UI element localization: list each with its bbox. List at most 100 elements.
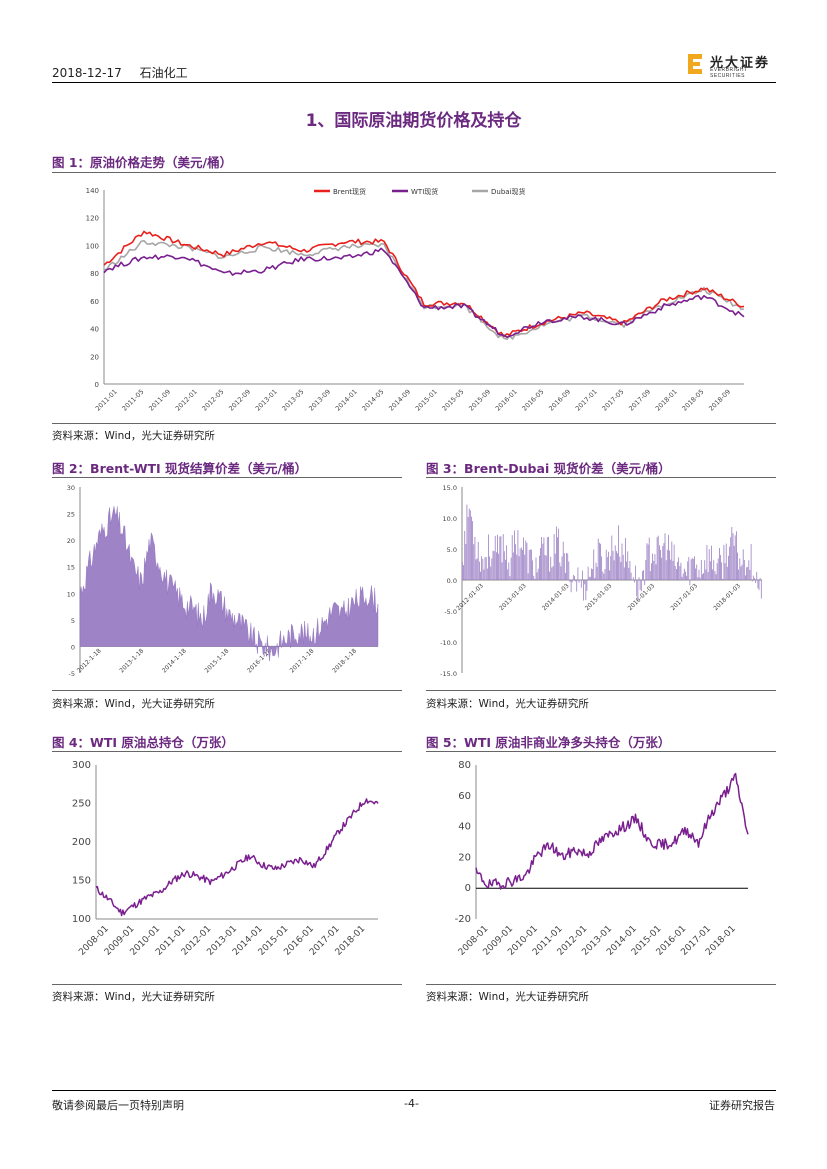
spread-bar xyxy=(647,544,649,580)
spread-bar xyxy=(473,544,475,580)
spread-bar xyxy=(597,538,599,580)
spread-bar xyxy=(523,537,524,580)
spread-bar xyxy=(601,556,603,580)
spread-bar xyxy=(617,553,618,580)
fig1-title: 图 1：原油价格走势（美元/桶） xyxy=(52,155,233,170)
y-tick-label: 30 xyxy=(67,484,75,492)
spread-bar xyxy=(740,566,742,580)
spread-bar xyxy=(525,540,527,580)
spread-bar xyxy=(612,550,614,580)
y-tick-label: 40 xyxy=(458,822,471,833)
spread-bar xyxy=(626,561,628,580)
spread-bar xyxy=(651,563,652,580)
series-line-0 xyxy=(103,230,745,338)
y-tick-label: 300 xyxy=(72,760,91,771)
spread-bar xyxy=(542,543,544,580)
spread-bar xyxy=(587,566,589,580)
spread-bar xyxy=(494,535,496,580)
spread-bar xyxy=(484,557,486,580)
spread-bar xyxy=(577,567,579,580)
spread-bar xyxy=(613,560,615,580)
y-tick-label: -10.0 xyxy=(440,639,457,647)
spread-bar xyxy=(562,541,564,580)
spread-bar xyxy=(477,541,479,580)
report-sector: 石油化工 xyxy=(139,66,188,80)
y-tick-label: 140 xyxy=(86,187,99,195)
spread-bar xyxy=(543,537,545,580)
spread-bar xyxy=(545,555,547,580)
spread-bar xyxy=(696,564,698,580)
spread-bar xyxy=(614,545,616,580)
spread-bar xyxy=(639,580,641,590)
spread-bar xyxy=(646,543,648,580)
x-tick-label: 2012-09 xyxy=(227,388,252,413)
footer-disclaimer: 敬请参阅最后一页特别声明 xyxy=(52,1099,184,1112)
x-tick-label: 2015-01 xyxy=(414,388,439,413)
y-tick-label: -15.0 xyxy=(440,670,457,678)
y-tick-label: 60 xyxy=(90,298,99,306)
spread-bar xyxy=(469,510,471,580)
spread-bar xyxy=(539,555,540,580)
spread-bar xyxy=(600,543,601,580)
spread-bar xyxy=(493,551,495,580)
spread-bar xyxy=(567,553,569,580)
fig2-title-rule xyxy=(52,477,402,478)
spread-bar xyxy=(496,552,497,580)
spread-bar xyxy=(609,570,611,580)
spread-bar xyxy=(482,558,484,580)
y-tick-label: 15 xyxy=(67,564,75,572)
spread-bar xyxy=(661,557,663,580)
y-tick-label: 10.0 xyxy=(443,515,457,523)
spread-bar xyxy=(476,558,478,580)
spread-bar xyxy=(653,560,655,580)
spread-bar xyxy=(552,566,554,580)
spread-bar xyxy=(686,575,688,580)
spread-bar xyxy=(546,537,548,580)
spread-bar xyxy=(664,533,666,580)
spread-bar xyxy=(755,580,757,584)
spread-bar xyxy=(632,577,634,580)
x-tick-label: 2013-09 xyxy=(307,388,332,413)
spread-bar xyxy=(596,566,598,580)
y-tick-label: -20 xyxy=(455,914,471,925)
spread-bar xyxy=(498,553,500,580)
spread-bar xyxy=(505,559,506,580)
x-tick-label: 2017-01-03 xyxy=(670,582,700,612)
spread-bar xyxy=(683,568,685,580)
fig1-source-rule xyxy=(52,423,776,424)
spread-bar xyxy=(471,516,472,580)
spread-bar xyxy=(534,578,536,580)
spread-bar xyxy=(599,542,600,580)
net-long-line xyxy=(475,772,749,890)
y-tick-label: 20 xyxy=(67,537,75,545)
y-tick-label: 25 xyxy=(67,511,75,519)
spread-bar xyxy=(507,569,509,580)
spread-bar xyxy=(636,580,638,597)
spread-bar xyxy=(580,580,582,588)
spread-bar xyxy=(662,546,664,580)
spread-bar xyxy=(663,543,665,580)
spread-bar xyxy=(723,544,725,580)
spread-bar xyxy=(486,568,488,580)
spread-bar xyxy=(517,530,519,580)
spread-bar xyxy=(512,552,514,580)
spread-bar xyxy=(749,569,751,580)
spread-bar xyxy=(742,549,744,580)
spread-bar xyxy=(576,580,578,592)
spread-bar xyxy=(750,544,752,580)
spread-bar xyxy=(511,535,513,580)
x-tick-label: 2014-01 xyxy=(334,388,359,413)
spread-bar xyxy=(518,556,520,580)
spread-bar xyxy=(625,538,626,580)
spread-bar xyxy=(758,580,760,590)
spread-bar xyxy=(531,549,532,580)
spread-bar xyxy=(665,560,667,580)
series-line-2 xyxy=(103,239,745,341)
spread-bar xyxy=(668,534,669,580)
x-tick-label: 2015-01-03 xyxy=(584,582,614,612)
fig3-source-rule xyxy=(426,690,776,691)
spread-bar xyxy=(508,562,510,580)
spread-bar xyxy=(678,557,680,580)
y-tick-label: 5.0 xyxy=(447,546,457,554)
